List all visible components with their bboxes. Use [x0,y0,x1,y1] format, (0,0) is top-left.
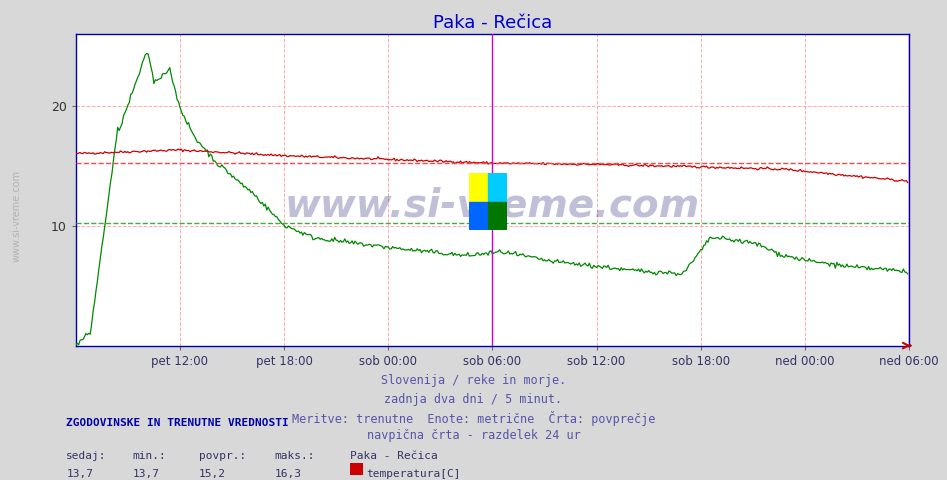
Bar [469,202,488,230]
Text: 13,7: 13,7 [66,469,94,480]
Title: Paka - Rečica: Paka - Rečica [433,14,552,32]
Text: www.si-vreme.com: www.si-vreme.com [285,186,700,224]
Text: navpična črta - razdelek 24 ur: navpična črta - razdelek 24 ur [366,429,581,442]
Text: Meritve: trenutne  Enote: metrične  Črta: povprečje: Meritve: trenutne Enote: metrične Črta: … [292,411,655,426]
Text: www.si-vreme.com: www.si-vreme.com [12,170,22,262]
Text: povpr.:: povpr.: [199,451,246,461]
Text: 16,3: 16,3 [275,469,302,480]
Text: Paka - Rečica: Paka - Rečica [350,451,438,461]
Text: maks.:: maks.: [275,451,315,461]
Text: zadnja dva dni / 5 minut.: zadnja dva dni / 5 minut. [384,393,563,406]
Text: sedaj:: sedaj: [66,451,107,461]
Text: Slovenija / reke in morje.: Slovenija / reke in morje. [381,374,566,387]
Text: ZGODOVINSKE IN TRENUTNE VREDNOSTI: ZGODOVINSKE IN TRENUTNE VREDNOSTI [66,418,289,428]
Text: min.:: min.: [133,451,167,461]
Text: 15,2: 15,2 [199,469,226,480]
Bar [469,173,488,202]
Bar [488,173,507,202]
Bar [488,202,507,230]
Text: temperatura[C]: temperatura[C] [366,469,461,480]
Text: 13,7: 13,7 [133,469,160,480]
